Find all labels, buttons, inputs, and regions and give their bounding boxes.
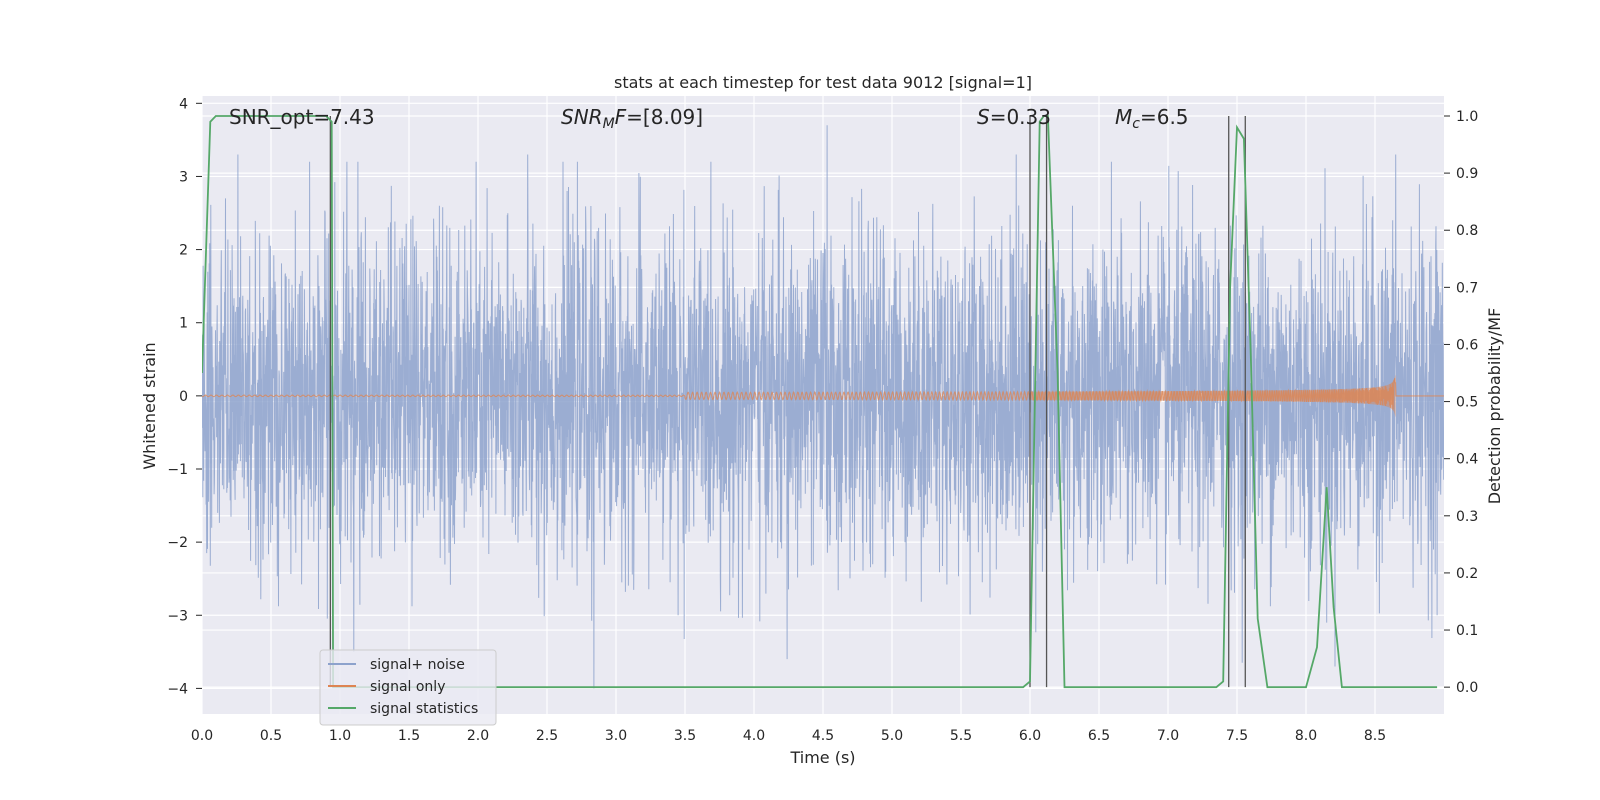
y-tick-label: 4 — [179, 96, 188, 112]
annotation-snr-mf-base: SNR — [561, 105, 603, 129]
annotation-snr-mf-rest-italic: F — [615, 105, 627, 129]
annotation-s-rest: =0.33 — [990, 105, 1051, 129]
chart-title: stats at each timestep for test data 901… — [614, 73, 1032, 92]
x-tick-label: 4.0 — [743, 728, 765, 744]
series-signal-statistics — [202, 115, 1438, 689]
y-tick-label: 2 — [179, 243, 188, 259]
x-tick-labels: 0.0 0.5 1.0 1.5 2.0 2.5 3.0 3.5 4.0 4.5 5.0 5.5 6.0 6… — [191, 728, 1386, 744]
annotation-mc: Mc=6.5 — [1115, 105, 1189, 132]
annotation-snr-mf-sub: M — [603, 116, 615, 132]
annotation-snr-opt: SNR_opt=7.43 — [229, 105, 375, 129]
annotation-s: S=0.33 — [977, 105, 1051, 129]
legend-label-noise: signal+ noise — [370, 657, 465, 673]
annotation-mc-sub: c — [1132, 116, 1140, 132]
legend-label-stats: signal statistics — [370, 701, 478, 717]
y2-tick-label: 0.6 — [1456, 337, 1478, 353]
x-tick-label: 8.0 — [1295, 728, 1317, 744]
y2-tick-labels: 1.0 0.9 0.8 0.7 0.6 0.5 0.4 0.3 0.2 0.1 0.0 — [1444, 109, 1478, 696]
x-tick-label: 4.5 — [812, 728, 834, 744]
y2-tick-label: 0.0 — [1456, 680, 1478, 696]
x-tick-label: 0.5 — [260, 728, 282, 744]
x-tick-label: 2.5 — [536, 728, 558, 744]
y2-axis-label: Detection probability/MF — [1485, 308, 1504, 505]
annotation-mc-var: M — [1115, 105, 1132, 129]
y2-tick-label: 0.8 — [1456, 223, 1478, 239]
annotation-snr-mf-rest: =[8.09] — [626, 105, 703, 129]
x-tick-label: 1.5 — [398, 728, 420, 744]
signal-only-envelope — [1030, 374, 1396, 418]
y2-tick-label: 0.2 — [1456, 566, 1478, 582]
y-axis-label: Whitened strain — [140, 342, 159, 469]
x-tick-label: 5.5 — [950, 728, 972, 744]
x-tick-label: 1.0 — [329, 728, 351, 744]
x-tick-label: 6.0 — [1019, 728, 1041, 744]
x-axis-label: Time (s) — [789, 748, 855, 767]
y-tick-label: −4 — [167, 681, 188, 697]
annotation-mc-rest: =6.5 — [1140, 105, 1189, 129]
x-tick-label: 6.5 — [1088, 728, 1110, 744]
x-tick-label: 8.5 — [1364, 728, 1386, 744]
series-signal-plus-noise — [202, 125, 1444, 689]
x-tick-label: 7.0 — [1157, 728, 1179, 744]
y-tick-label: −3 — [167, 608, 188, 624]
x-tick-label: 3.0 — [605, 728, 627, 744]
plot-series — [202, 115, 1444, 689]
signal-statistics-line — [202, 115, 1438, 689]
x-tick-label: 2.0 — [467, 728, 489, 744]
y2-tick-label: 0.9 — [1456, 166, 1478, 182]
y2-tick-label: 1.0 — [1456, 109, 1478, 125]
y-tick-label: −1 — [167, 462, 188, 478]
legend-box — [319, 649, 497, 726]
y2-tick-label: 0.7 — [1456, 280, 1478, 296]
y-tick-label: 0 — [179, 389, 188, 405]
x-tick-label: 5.0 — [881, 728, 903, 744]
y2-tick-label: 0.5 — [1456, 395, 1478, 411]
y2-tick-label: 0.4 — [1456, 452, 1478, 468]
y-tick-label: 1 — [179, 316, 188, 332]
signal-only-line — [202, 378, 1444, 410]
annotation-s-var: S — [977, 105, 990, 129]
annotation-snr-mf: SNRMF=[8.09] — [561, 105, 703, 132]
x-tick-label: 3.5 — [674, 728, 696, 744]
legend: signal+ noise signal only signal statist… — [319, 649, 497, 726]
y-tick-labels: 4 3 2 1 0 −1 −2 −3 −4 — [167, 96, 202, 697]
y2-tick-label: 0.1 — [1456, 623, 1478, 639]
signal-plus-noise-line — [202, 125, 1444, 689]
y-tick-label: −2 — [167, 535, 188, 551]
y2-tick-label: 0.3 — [1456, 509, 1478, 525]
x-tick-label: 0.0 — [191, 728, 213, 744]
legend-label-signal: signal only — [370, 679, 445, 695]
y-tick-label: 3 — [179, 169, 188, 185]
x-tick-label: 7.5 — [1226, 728, 1248, 744]
series-signal-only — [202, 374, 1444, 418]
